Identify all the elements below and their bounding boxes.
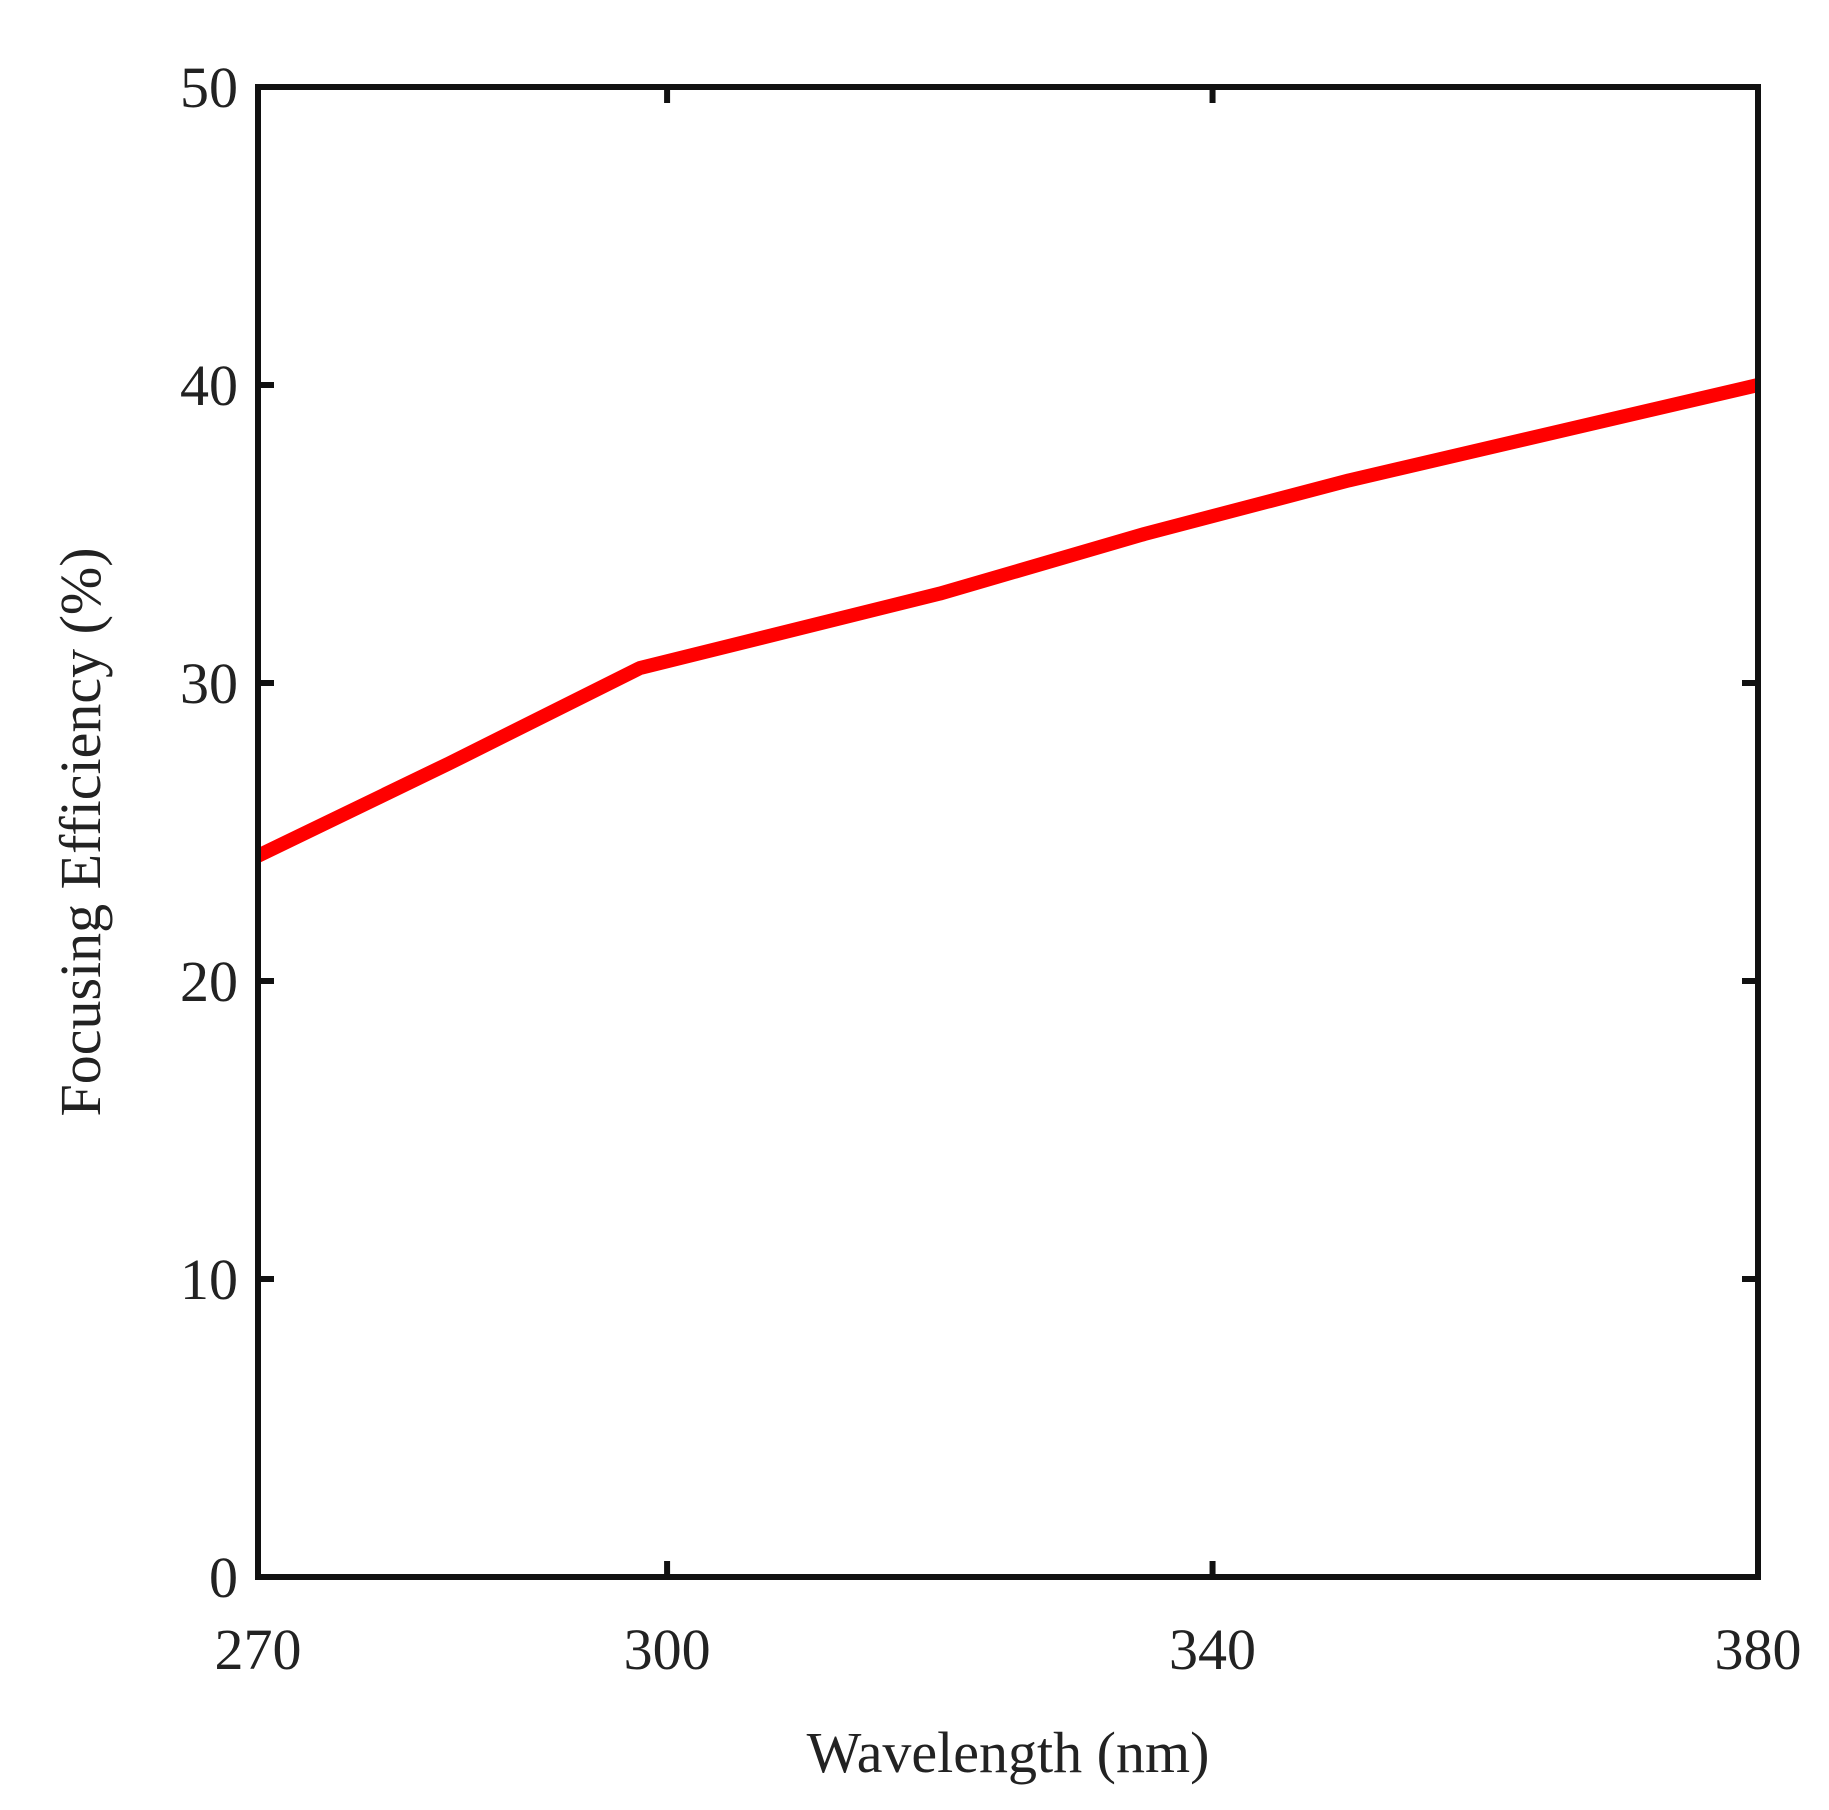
x-tick-label: 380 (1715, 1617, 1802, 1682)
series-layer (254, 378, 1760, 863)
y-tick-label: 40 (180, 353, 238, 418)
y-tick-label: 10 (180, 1247, 238, 1312)
x-tick-labels: 270 300 340 380 (215, 1617, 1802, 1682)
x-tick-label: 270 (215, 1617, 302, 1682)
tick-marks (255, 84, 1761, 1580)
y-axis-label: Focusing Efficiency (%) (48, 547, 113, 1116)
series-line (254, 378, 1760, 863)
x-tick-label: 300 (624, 1617, 711, 1682)
plot-frame (255, 84, 1761, 1580)
y-tick-label: 30 (180, 651, 238, 716)
y-tick-label: 0 (209, 1545, 238, 1610)
y-tick-label: 20 (180, 949, 238, 1014)
x-tick-label: 340 (1169, 1617, 1256, 1682)
x-axis-label: Wavelength (nm) (807, 1720, 1210, 1785)
y-tick-labels: 0 10 20 30 40 50 (180, 55, 238, 1610)
y-tick-label: 50 (180, 55, 238, 120)
